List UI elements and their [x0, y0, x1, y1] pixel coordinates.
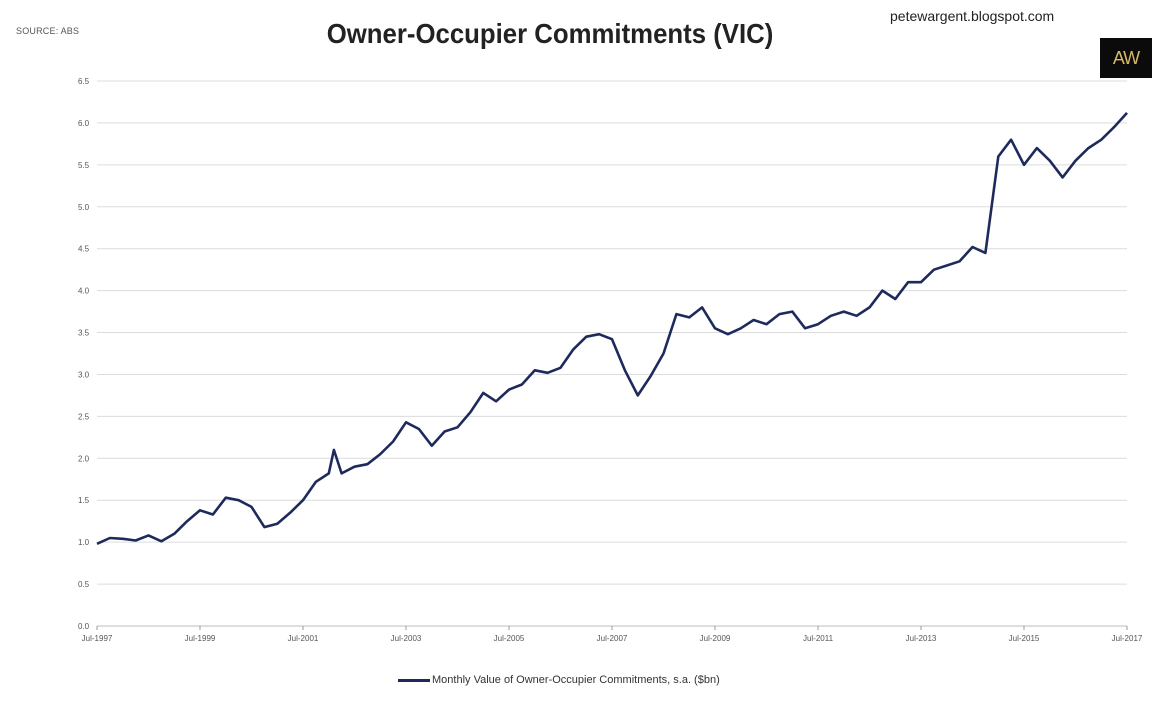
x-tick-label: Jul-2007 [597, 634, 628, 643]
x-tick-label: Jul-2011 [803, 634, 834, 643]
x-tick-label: Jul-1999 [185, 634, 216, 643]
y-tick-label: 0.5 [78, 580, 90, 589]
y-tick-label: 2.0 [78, 454, 90, 463]
y-tick-label: 1.5 [78, 496, 90, 505]
x-tick-label: Jul-2005 [494, 634, 525, 643]
y-tick-label: 2.5 [78, 412, 90, 421]
y-tick-label: 6.5 [78, 77, 90, 86]
source-label: SOURCE: ABS [16, 26, 80, 36]
chart-title: Owner-Occupier Commitments (VIC) [326, 18, 774, 49]
x-tick-label: Jul-1997 [82, 634, 113, 643]
logo-text: AW [1112, 47, 1140, 68]
x-tick-label: Jul-2017 [1112, 634, 1143, 643]
y-tick-label: 5.0 [78, 203, 90, 212]
y-tick-label: 3.5 [78, 329, 90, 338]
legend: Monthly Value of Owner-Occupier Commitme… [398, 674, 720, 686]
series-line [96, 112, 1128, 545]
legend-label: Monthly Value of Owner-Occupier Commitme… [432, 674, 720, 686]
blog-url: petewargent.blogspot.com [890, 8, 1055, 24]
x-tick-label: Jul-2001 [288, 634, 319, 643]
y-tick-label: 4.0 [78, 287, 90, 296]
x-tick-label: Jul-2015 [1009, 634, 1040, 643]
y-tick-label: 1.0 [78, 538, 90, 547]
y-tick-label: 3.0 [78, 370, 90, 379]
x-tick-label: Jul-2003 [391, 634, 422, 643]
y-axis-labels: 0.0 0.5 1.0 1.5 2.0 2.5 3.0 3.5 4.0 4.5 5.0 5.5 6.0 6… [78, 77, 90, 631]
gridlines [97, 80, 1127, 627]
x-axis-labels: Jul-1997 Jul-1999 Jul-2001 Jul-2003 Jul-2005… [82, 626, 1143, 643]
x-tick-label: Jul-2009 [700, 634, 731, 643]
legend-swatch [398, 678, 430, 682]
y-tick-label: 0.0 [78, 622, 90, 631]
x-tick-label: Jul-2013 [906, 634, 937, 643]
y-tick-label: 4.5 [78, 245, 90, 254]
y-tick-label: 5.5 [78, 161, 90, 170]
aw-logo: AW [1100, 38, 1152, 78]
y-tick-label: 6.0 [78, 119, 90, 128]
